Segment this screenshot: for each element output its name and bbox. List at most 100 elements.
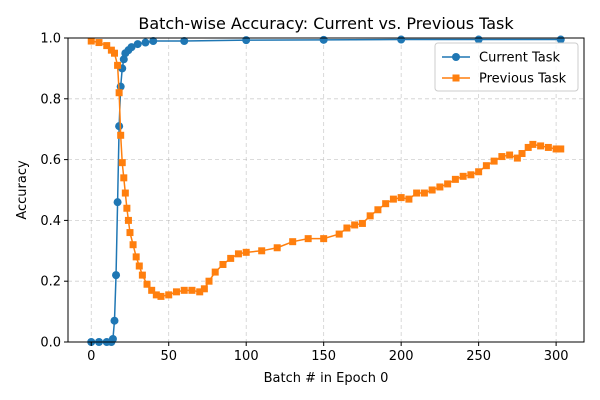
previous-task-point: [366, 212, 374, 220]
previous-task-point: [459, 172, 467, 180]
previous-task-point: [205, 277, 213, 285]
previous-task-point: [343, 224, 351, 232]
current-task-point: [127, 43, 136, 52]
previous-task-point: [537, 142, 545, 150]
previous-task-point: [389, 195, 397, 203]
previous-task-point: [490, 157, 498, 165]
previous-task-point: [304, 235, 312, 243]
previous-task-point: [110, 49, 118, 57]
previous-task-point: [552, 145, 560, 153]
previous-task-point: [152, 291, 160, 299]
current-task-point: [115, 122, 124, 131]
y-tick-label: 1.0: [40, 32, 61, 47]
axis-ticks: 0 50 100 150 200 250 300 0.0 0.2 0.4 0.6 0.8 1.0: [40, 32, 568, 365]
current-task-point: [242, 36, 251, 45]
previous-task-point: [273, 244, 281, 252]
previous-task-point: [126, 229, 134, 237]
plot-frame: [67, 37, 585, 343]
x-tick-label: 100: [234, 349, 259, 364]
previous-task-point: [518, 150, 526, 158]
previous-task-point: [351, 221, 359, 229]
current-task-point: [133, 40, 142, 49]
current-task-point: [141, 38, 150, 47]
previous-task-point: [123, 204, 131, 212]
current-task-point: [149, 37, 158, 46]
previous-task-point: [115, 89, 123, 97]
previous-task-point: [289, 238, 297, 246]
previous-task-point: [165, 291, 173, 299]
previous-task-point: [138, 271, 146, 279]
previous-task-point: [143, 280, 151, 288]
legend-current-task-label: Current Task: [479, 51, 560, 66]
previous-task-point: [451, 175, 459, 183]
previous-task-point: [118, 159, 126, 167]
y-axis-label: Accuracy: [15, 160, 30, 220]
previous-task-point: [188, 286, 196, 294]
current-task-point: [108, 334, 117, 343]
y-tick-label: 0.8: [40, 92, 61, 107]
previous-task-point: [529, 140, 537, 148]
previous-task-point: [157, 292, 165, 300]
previous-task-point: [557, 145, 565, 153]
previous-task-point: [103, 42, 111, 50]
previous-task-point: [498, 153, 506, 161]
previous-task-line: [91, 40, 561, 298]
previous-task-point: [132, 253, 140, 261]
current-task-point: [397, 35, 406, 44]
previous-task-point: [227, 254, 235, 262]
previous-task-point: [135, 262, 143, 270]
previous-task-point: [114, 61, 122, 69]
y-tick-label: 0.6: [40, 153, 61, 168]
previous-task-point: [117, 131, 125, 139]
previous-task-point: [513, 154, 521, 162]
y-tick-label: 0.0: [40, 336, 61, 351]
current-task-point: [113, 198, 122, 207]
previous-task-point: [444, 180, 452, 188]
previous-task-point: [420, 189, 428, 197]
previous-task-point: [335, 230, 343, 238]
previous-task-point: [121, 189, 129, 197]
previous-task-point: [242, 248, 250, 256]
previous-task-point: [436, 183, 444, 191]
x-tick-label: 300: [544, 349, 569, 364]
previous-task-point: [124, 216, 132, 224]
previous-task-point: [148, 286, 156, 294]
chart-title: Batch-wise Accuracy: Current vs. Previou…: [138, 14, 514, 33]
y-tick-label: 0.4: [40, 214, 61, 229]
current-task-point: [474, 35, 483, 44]
current-task-point: [112, 271, 121, 280]
previous-task-point: [413, 189, 421, 197]
previous-task-point: [320, 235, 328, 243]
previous-task-point: [506, 151, 514, 159]
x-tick-label: 200: [389, 349, 414, 364]
previous-task-point: [358, 219, 366, 227]
x-tick-label: 150: [311, 349, 336, 364]
legend-current-task-marker: [452, 53, 460, 61]
previous-task-point: [129, 241, 137, 249]
x-axis-label: Batch # in Epoch 0: [264, 371, 389, 386]
x-tick-label: 50: [160, 349, 177, 364]
previous-task-point: [467, 171, 475, 179]
y-tick-label: 0.2: [40, 275, 61, 290]
previous-task-point: [234, 250, 242, 258]
previous-task-point: [258, 247, 266, 255]
previous-task-point: [95, 39, 103, 47]
previous-task-point: [211, 268, 219, 276]
legend-previous-task-marker: [452, 74, 460, 82]
previous-task-point: [219, 260, 227, 268]
previous-task-point: [475, 168, 483, 176]
previous-task-point: [172, 288, 180, 296]
current-task-point: [119, 55, 128, 64]
legend: Current Task Previous Task: [434, 42, 579, 92]
previous-task-point: [397, 194, 405, 202]
previous-task-point: [180, 286, 188, 294]
previous-task-point: [196, 288, 204, 296]
x-tick-label: 0: [87, 349, 95, 364]
previous-task-point: [428, 186, 436, 194]
previous-task-point: [482, 162, 490, 170]
current-task-point: [556, 35, 565, 44]
previous-task-series: [87, 37, 565, 300]
previous-task-point: [382, 200, 390, 208]
previous-task-point: [120, 174, 128, 182]
